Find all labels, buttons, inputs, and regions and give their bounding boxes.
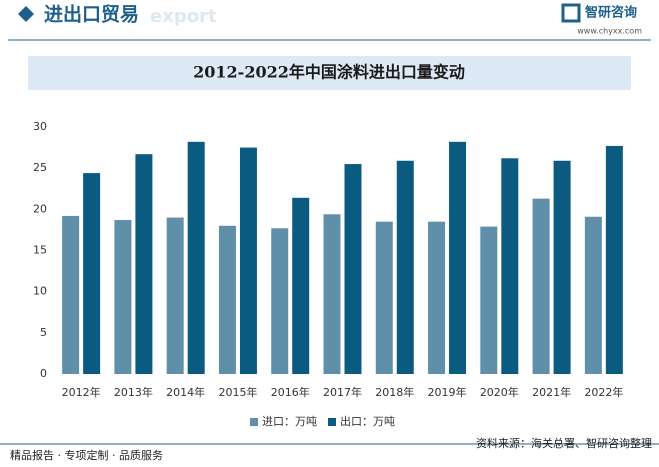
x-tick-label: 2017年 bbox=[323, 385, 362, 399]
x-tick-label: 2013年 bbox=[114, 385, 153, 399]
bar bbox=[396, 160, 414, 374]
bar bbox=[375, 221, 393, 374]
y-tick-label: 10 bbox=[33, 285, 47, 298]
plot: 0 5 10 15 20 25 30 2012年 2013年 2014年 2015年 2016年 201… bbox=[33, 120, 623, 428]
x-tick-label: 2022年 bbox=[584, 385, 623, 399]
bar bbox=[292, 197, 310, 374]
bar bbox=[532, 198, 550, 374]
bar bbox=[218, 225, 236, 374]
bar bbox=[83, 173, 101, 374]
bar bbox=[271, 228, 289, 374]
brand-url: www.chyxx.com bbox=[577, 27, 642, 36]
legend-swatch bbox=[328, 418, 336, 426]
bar bbox=[166, 217, 184, 374]
brand-logo bbox=[561, 3, 581, 23]
y-tick-label: 5 bbox=[40, 326, 47, 339]
bar bbox=[114, 220, 132, 374]
chart-title: 2012-2022年中国涂料进出口量变动 bbox=[193, 63, 465, 82]
x-tick-label: 2019年 bbox=[428, 385, 467, 399]
title-banner bbox=[28, 56, 631, 90]
legend-label: 进口：万吨 bbox=[262, 415, 317, 428]
x-tick-label: 2014年 bbox=[166, 385, 205, 399]
x-tick-label: 2015年 bbox=[218, 385, 257, 399]
bar bbox=[449, 141, 467, 374]
footer-band bbox=[0, 444, 659, 467]
bar bbox=[480, 226, 498, 374]
x-tick-label: 2018年 bbox=[375, 385, 414, 399]
legend-label: 出口：万吨 bbox=[340, 414, 395, 428]
y-tick-label: 25 bbox=[33, 161, 47, 174]
y-tick-label: 20 bbox=[33, 202, 47, 215]
header-title: 进出口贸易 bbox=[44, 3, 139, 26]
x-tick-label: 2020年 bbox=[480, 385, 519, 399]
y-tick-label: 15 bbox=[33, 244, 47, 257]
bar bbox=[135, 154, 153, 374]
y-tick-label: 30 bbox=[33, 120, 47, 133]
bar bbox=[344, 164, 362, 374]
bar bbox=[187, 141, 205, 374]
bar bbox=[605, 145, 623, 374]
bar bbox=[428, 221, 446, 374]
brand-name: 智研咨询 bbox=[585, 5, 637, 21]
header-icon bbox=[18, 6, 34, 22]
bar bbox=[553, 160, 571, 374]
bar bbox=[62, 215, 80, 374]
x-tick-label: 2016年 bbox=[271, 385, 310, 399]
footer-right: 资料来源：海关总署、智研咨询整理 bbox=[476, 436, 652, 450]
bar bbox=[584, 216, 602, 374]
x-tick-label: 2021年 bbox=[532, 385, 571, 399]
header-watermark: export bbox=[150, 6, 217, 27]
bar bbox=[501, 158, 519, 374]
footer-left: 精品报告 · 专项定制 · 品质服务 bbox=[10, 448, 163, 462]
x-tick-label: 2012年 bbox=[62, 385, 101, 399]
bar bbox=[239, 147, 257, 374]
legend-swatch bbox=[250, 418, 258, 426]
y-tick-label: 0 bbox=[40, 367, 47, 380]
bar bbox=[323, 214, 341, 374]
